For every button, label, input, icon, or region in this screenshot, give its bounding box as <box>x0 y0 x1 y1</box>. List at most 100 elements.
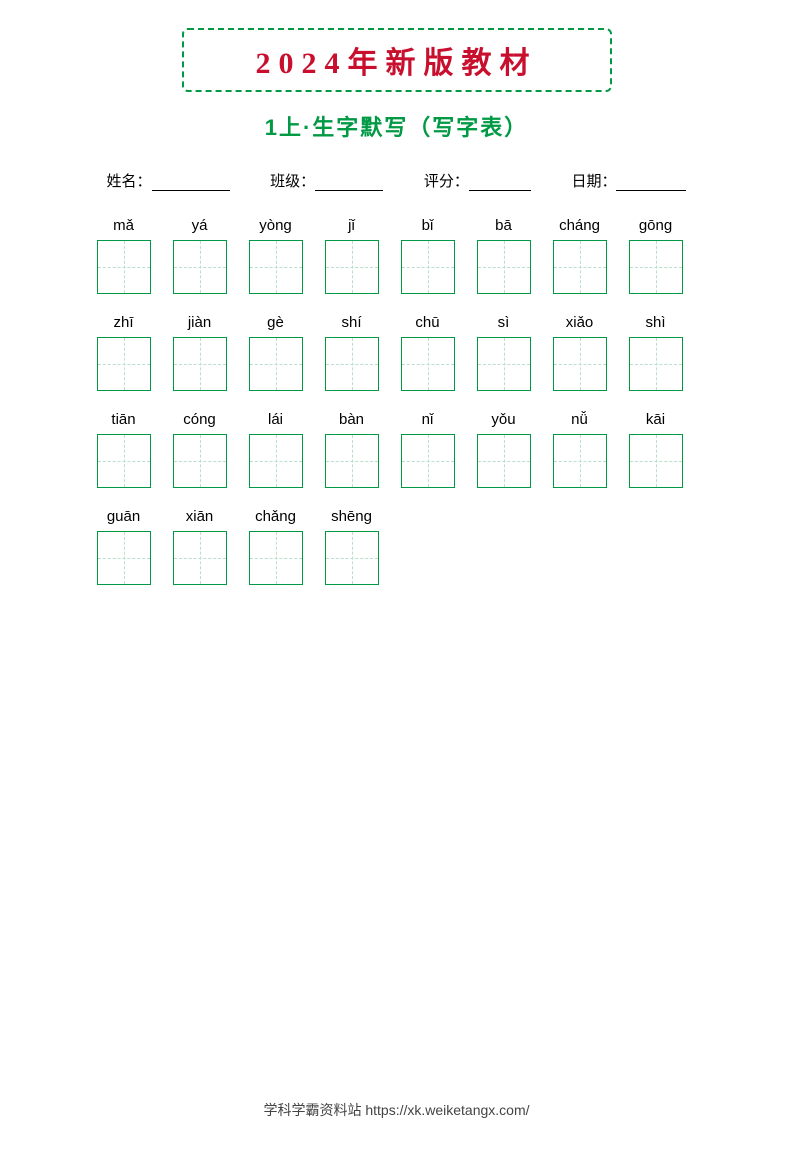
character-cell: cóng <box>173 411 227 488</box>
character-cell: gè <box>249 314 303 391</box>
writing-box[interactable] <box>477 240 531 294</box>
writing-box[interactable] <box>249 531 303 585</box>
info-name: 姓名： <box>107 170 230 191</box>
writing-grid: mǎ yá yòng jǐ bǐ bā cháng gōng zhī jiàn gè shí chū sì… <box>97 217 697 585</box>
pinyin-label: shí <box>341 314 361 332</box>
writing-box[interactable] <box>629 434 683 488</box>
pinyin-label: kāi <box>646 411 665 429</box>
blank-name[interactable] <box>152 173 230 191</box>
grid-row: mǎ yá yòng jǐ bǐ bā cháng gōng <box>97 217 697 294</box>
pinyin-label: jiàn <box>188 314 211 332</box>
writing-box[interactable] <box>173 434 227 488</box>
writing-box[interactable] <box>97 240 151 294</box>
character-cell: guān <box>97 508 151 585</box>
writing-box[interactable] <box>97 434 151 488</box>
student-info-row: 姓名： 班级： 评分： 日期： <box>107 170 687 191</box>
pinyin-label: yòng <box>259 217 292 235</box>
writing-box[interactable] <box>477 337 531 391</box>
pinyin-label: yǒu <box>491 411 515 429</box>
pinyin-label: bàn <box>339 411 364 429</box>
writing-box[interactable] <box>97 337 151 391</box>
info-date: 日期： <box>571 170 686 191</box>
character-cell: bàn <box>325 411 379 488</box>
pinyin-label: bǐ <box>422 217 434 235</box>
character-cell: chū <box>401 314 455 391</box>
writing-box[interactable] <box>325 531 379 585</box>
pinyin-label: nǐ <box>422 411 434 429</box>
label-score: 评分： <box>424 170 469 191</box>
character-cell: xiān <box>173 508 227 585</box>
pinyin-label: cháng <box>559 217 600 235</box>
pinyin-label: chǎng <box>255 508 296 526</box>
writing-box[interactable] <box>401 337 455 391</box>
pinyin-label: nǚ <box>571 411 588 429</box>
subtitle: 1上·生字默写（写字表） <box>0 110 793 142</box>
writing-box[interactable] <box>553 240 607 294</box>
blank-date[interactable] <box>616 173 686 191</box>
writing-box[interactable] <box>173 531 227 585</box>
writing-box[interactable] <box>401 434 455 488</box>
character-cell: shēng <box>325 508 379 585</box>
character-cell: shí <box>325 314 379 391</box>
character-cell: cháng <box>553 217 607 294</box>
writing-box[interactable] <box>629 240 683 294</box>
pinyin-label: zhī <box>113 314 133 332</box>
pinyin-label: sì <box>498 314 510 332</box>
label-date: 日期： <box>571 170 616 191</box>
character-cell: tiān <box>97 411 151 488</box>
writing-box[interactable] <box>173 337 227 391</box>
label-name: 姓名： <box>107 170 152 191</box>
character-cell: jǐ <box>325 217 379 294</box>
blank-score[interactable] <box>469 173 531 191</box>
banner-title: 2024年新版教材 <box>256 47 538 80</box>
pinyin-label: gè <box>267 314 284 332</box>
writing-box[interactable] <box>249 434 303 488</box>
character-cell: yǒu <box>477 411 531 488</box>
label-class: 班级： <box>270 170 315 191</box>
writing-box[interactable] <box>325 337 379 391</box>
pinyin-label: jǐ <box>348 217 355 235</box>
pinyin-label: tiān <box>111 411 135 429</box>
grid-row: tiān cóng lái bàn nǐ yǒu nǚ kāi <box>97 411 697 488</box>
pinyin-label: guān <box>107 508 140 526</box>
character-cell: mǎ <box>97 217 151 294</box>
character-cell: xiǎo <box>553 314 607 391</box>
writing-box[interactable] <box>97 531 151 585</box>
character-cell: nǚ <box>553 411 607 488</box>
writing-box[interactable] <box>553 337 607 391</box>
pinyin-label: bā <box>495 217 512 235</box>
character-cell: yòng <box>249 217 303 294</box>
pinyin-label: yá <box>192 217 208 235</box>
writing-box[interactable] <box>173 240 227 294</box>
character-cell: zhī <box>97 314 151 391</box>
info-class: 班级： <box>270 170 383 191</box>
pinyin-label: lái <box>268 411 283 429</box>
grid-row: zhī jiàn gè shí chū sì xiǎo shì <box>97 314 697 391</box>
writing-box[interactable] <box>401 240 455 294</box>
writing-box[interactable] <box>249 240 303 294</box>
writing-box[interactable] <box>325 434 379 488</box>
character-cell: sì <box>477 314 531 391</box>
writing-box[interactable] <box>553 434 607 488</box>
blank-class[interactable] <box>315 173 383 191</box>
character-cell: kāi <box>629 411 683 488</box>
title-banner: 2024年新版教材 <box>182 28 612 92</box>
writing-box[interactable] <box>629 337 683 391</box>
writing-box[interactable] <box>477 434 531 488</box>
character-cell: chǎng <box>249 508 303 585</box>
character-cell: shì <box>629 314 683 391</box>
pinyin-label: gōng <box>639 217 672 235</box>
pinyin-label: cóng <box>183 411 216 429</box>
character-cell: jiàn <box>173 314 227 391</box>
character-cell: gōng <box>629 217 683 294</box>
writing-box[interactable] <box>325 240 379 294</box>
character-cell: nǐ <box>401 411 455 488</box>
writing-box[interactable] <box>249 337 303 391</box>
character-cell: bǐ <box>401 217 455 294</box>
grid-row: guān xiān chǎng shēng <box>97 508 697 585</box>
pinyin-label: shì <box>645 314 665 332</box>
pinyin-label: chū <box>415 314 439 332</box>
footer: 学科学霸资料站 https://xk.weiketangx.com/ <box>0 1100 793 1120</box>
info-score: 评分： <box>424 170 531 191</box>
character-cell: bā <box>477 217 531 294</box>
